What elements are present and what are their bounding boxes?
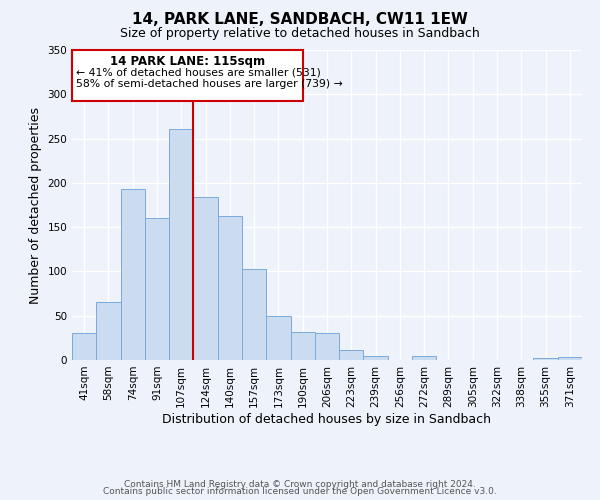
Bar [533,358,558,360]
Text: Contains public sector information licensed under the Open Government Licence v3: Contains public sector information licen… [103,487,497,496]
Text: Size of property relative to detached houses in Sandbach: Size of property relative to detached ho… [120,28,480,40]
Bar [169,129,193,360]
Bar [193,197,218,360]
Text: ← 41% of detached houses are smaller (531): ← 41% of detached houses are smaller (53… [76,68,320,78]
Bar [218,216,242,360]
Bar [72,334,96,360]
Text: 58% of semi-detached houses are larger (739) →: 58% of semi-detached houses are larger (… [76,79,343,89]
Text: Contains HM Land Registry data © Crown copyright and database right 2024.: Contains HM Land Registry data © Crown c… [124,480,476,489]
Bar [339,350,364,360]
Bar [315,334,339,360]
X-axis label: Distribution of detached houses by size in Sandbach: Distribution of detached houses by size … [163,412,491,426]
Y-axis label: Number of detached properties: Number of detached properties [29,106,42,304]
Text: 14 PARK LANE: 115sqm: 14 PARK LANE: 115sqm [110,56,265,68]
Bar [558,358,582,360]
Bar [290,332,315,360]
Bar [266,316,290,360]
Bar [242,269,266,360]
Bar [145,218,169,360]
Bar [121,189,145,360]
FancyBboxPatch shape [72,50,303,102]
Bar [96,302,121,360]
Bar [412,356,436,360]
Bar [364,356,388,360]
Text: 14, PARK LANE, SANDBACH, CW11 1EW: 14, PARK LANE, SANDBACH, CW11 1EW [132,12,468,28]
